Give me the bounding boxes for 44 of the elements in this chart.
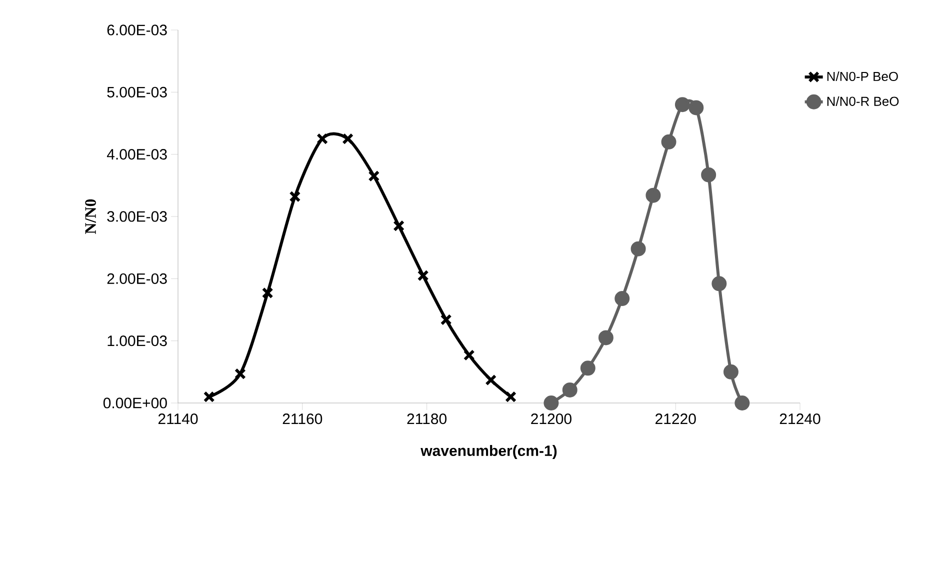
point	[289, 190, 301, 202]
point	[316, 133, 328, 145]
point	[463, 349, 475, 361]
y-axis-title: N/N0	[85, 199, 96, 234]
point	[485, 374, 497, 386]
point	[580, 360, 596, 376]
y-tick-label: 5.00E-03	[107, 86, 167, 98]
point	[688, 100, 704, 116]
y-tick-label: 6.00E-03	[107, 24, 167, 36]
x-tick-label: 21160	[282, 414, 322, 424]
point	[417, 270, 429, 282]
x-tick-label: 21200	[531, 414, 572, 424]
y-tick-label: 2.00E-03	[107, 273, 167, 284]
point	[544, 396, 559, 410]
y-tick-label: 3.00E-03	[107, 211, 167, 222]
point	[614, 291, 630, 306]
point	[342, 133, 354, 145]
x-tick-label: 21220	[656, 414, 696, 424]
point	[562, 382, 578, 398]
point	[661, 134, 676, 150]
point	[440, 314, 452, 326]
point	[393, 220, 405, 232]
point	[630, 241, 646, 256]
legend-label: N/N0-P BeO	[827, 71, 898, 82]
point	[598, 330, 614, 346]
point	[234, 368, 246, 380]
point	[712, 276, 727, 292]
y-tick-label: 4.00E-03	[106, 149, 167, 160]
x-axis-title: wavenumber(cm-1)	[420, 445, 557, 459]
x-tick-label: 21140	[158, 414, 198, 424]
x-tick-label: 21180	[407, 414, 447, 424]
point	[701, 167, 716, 182]
point	[674, 97, 690, 112]
point	[262, 287, 274, 299]
y-tick-label: 0.00E+00	[103, 398, 167, 408]
point	[734, 396, 750, 410]
point	[368, 170, 380, 182]
x-tick-label: 21240	[780, 414, 820, 424]
legend-label: N/N0-R BeO	[827, 96, 899, 106]
y-tick-label: 1.00E-03	[108, 336, 167, 346]
point	[646, 188, 661, 203]
point	[723, 364, 738, 380]
point	[505, 391, 517, 403]
point	[203, 391, 215, 403]
